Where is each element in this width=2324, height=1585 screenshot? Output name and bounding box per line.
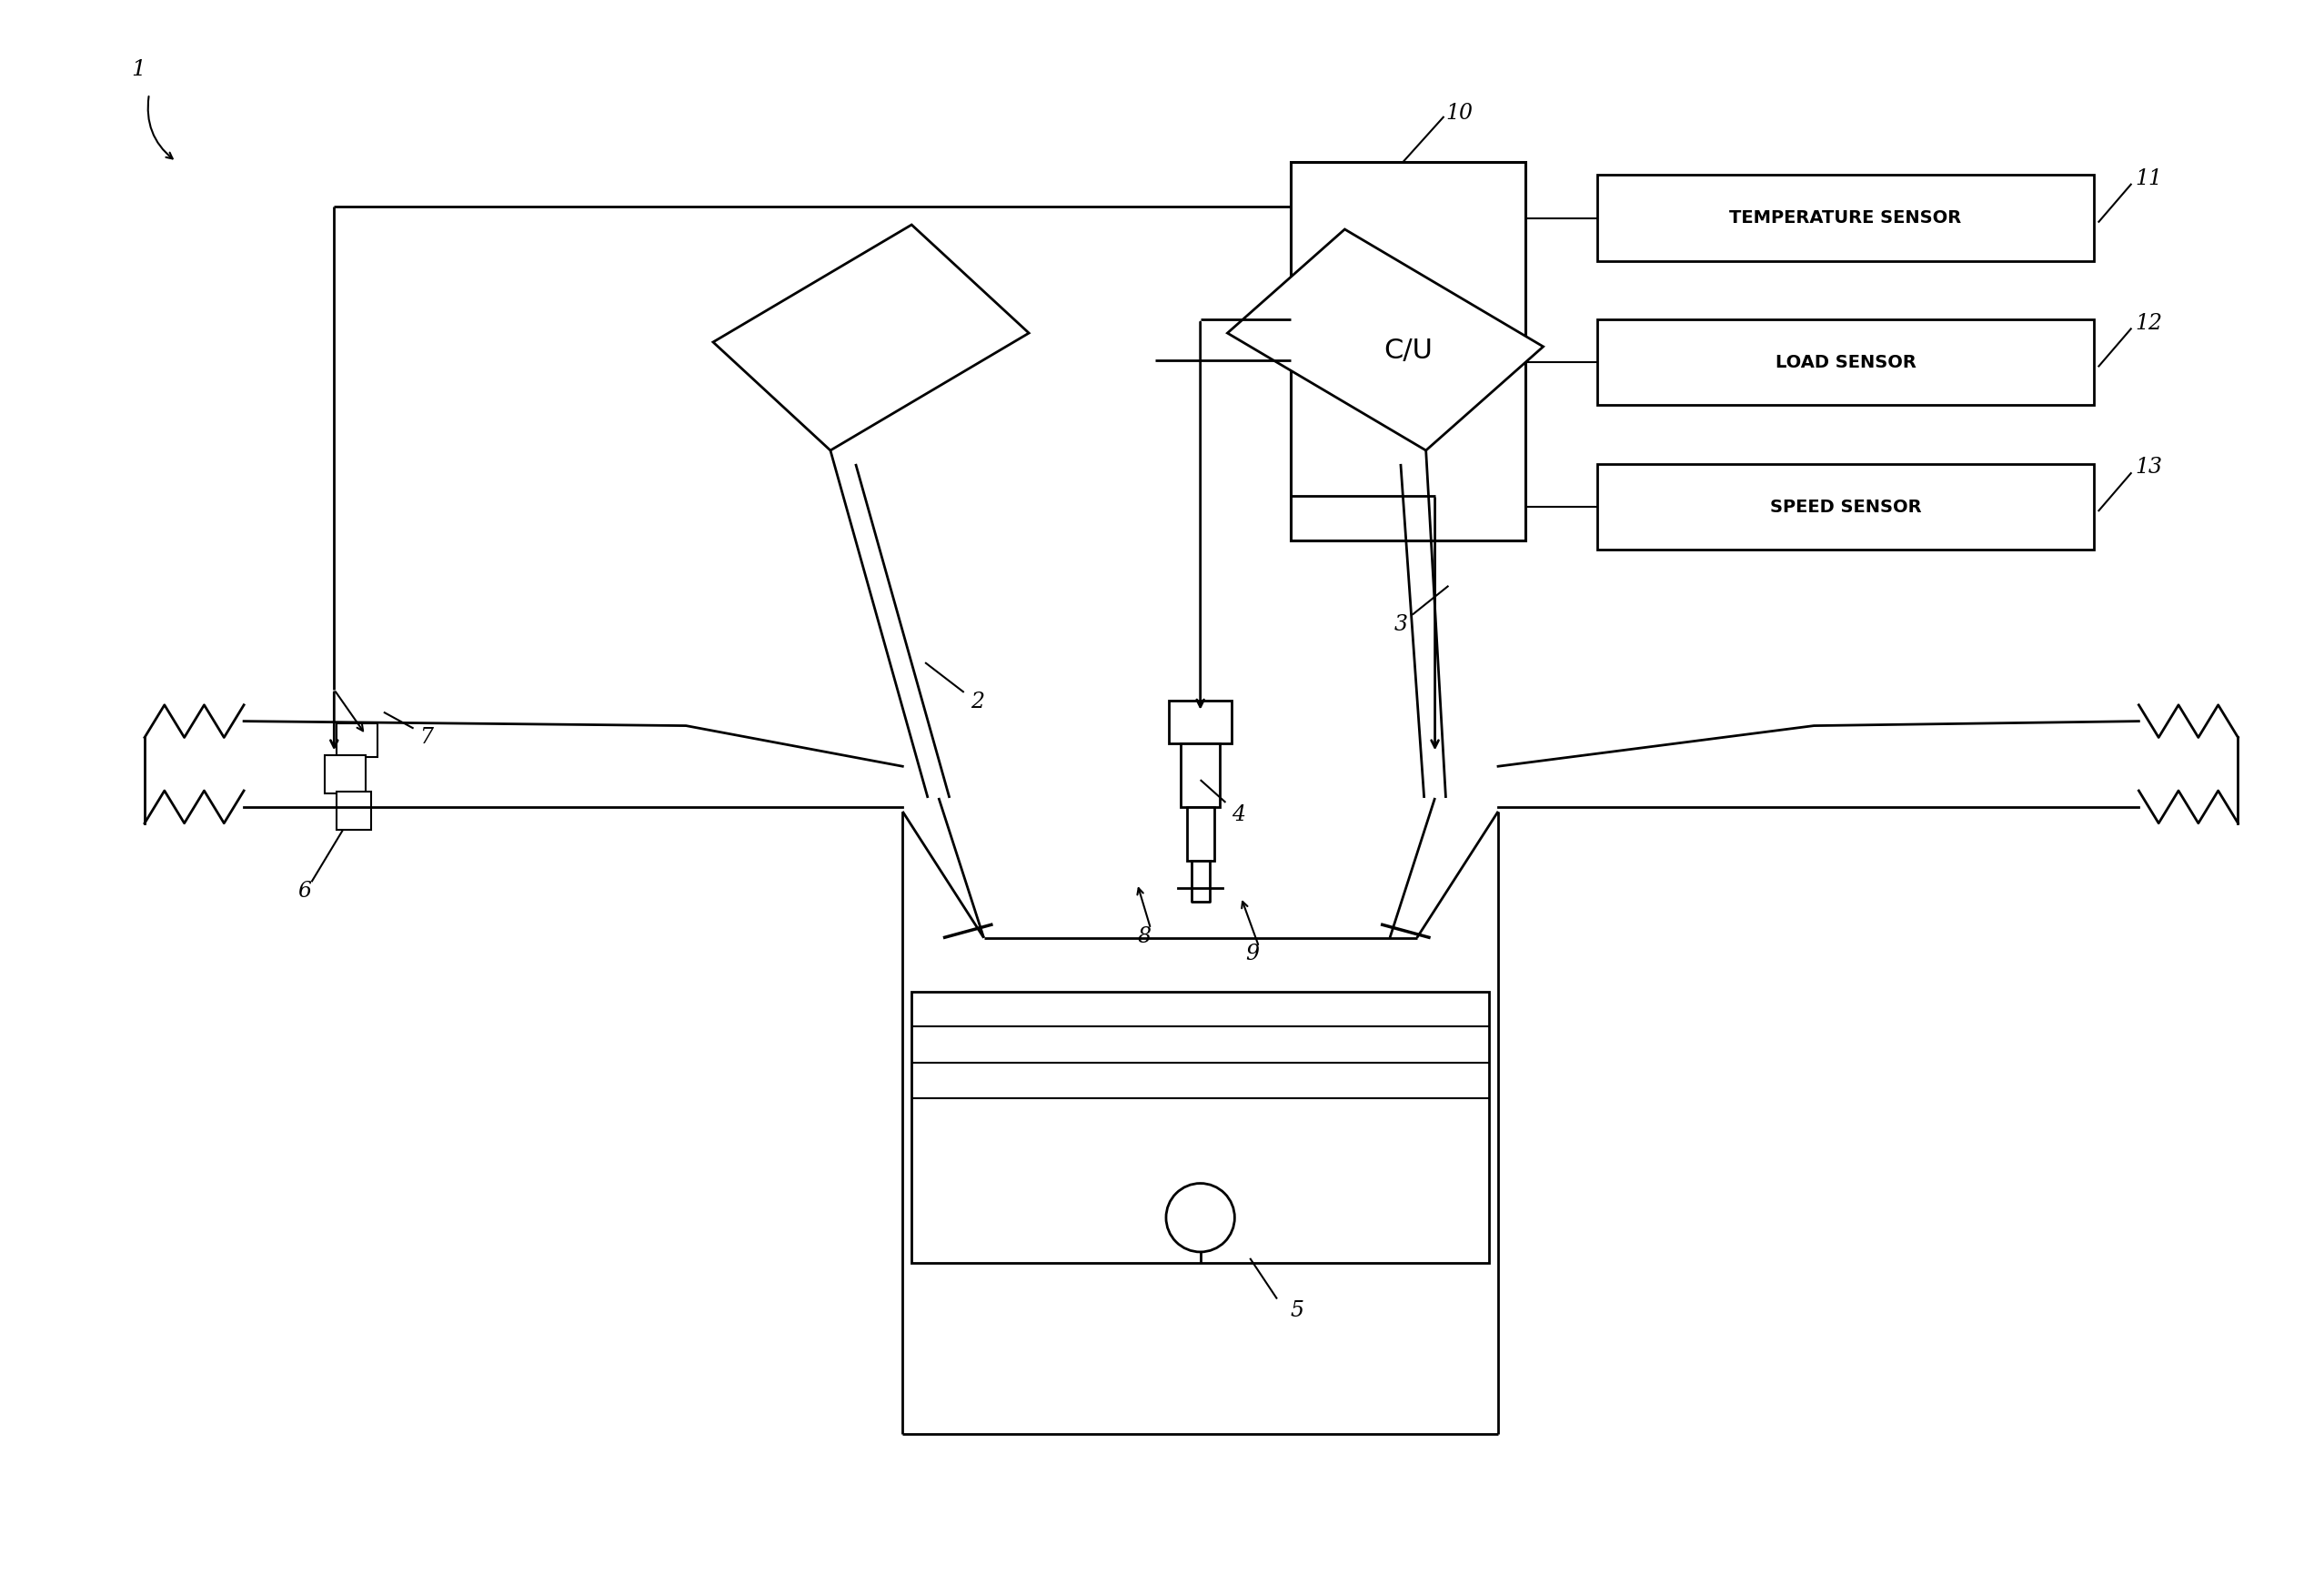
Text: 13: 13 (2136, 456, 2161, 479)
Text: 11: 11 (2136, 168, 2161, 189)
Bar (337, 723, 376, 758)
Text: 3: 3 (1394, 615, 1408, 636)
Text: 9: 9 (1246, 945, 1260, 965)
Bar (1188, 807, 1213, 861)
Text: 8: 8 (1136, 926, 1150, 946)
Text: 12: 12 (2136, 312, 2161, 333)
Bar (1192, 861, 1208, 888)
Bar (325, 756, 365, 794)
Text: 1: 1 (130, 59, 146, 81)
Bar (911, 992, 1490, 1263)
Text: 2: 2 (969, 691, 983, 712)
Text: 5: 5 (1290, 1301, 1304, 1322)
Text: SPEED SENSOR: SPEED SENSOR (1771, 498, 1922, 515)
Text: 6: 6 (297, 881, 311, 902)
Bar (1597, 174, 2094, 262)
Bar (337, 791, 372, 829)
Bar (1597, 464, 2094, 550)
Text: C/U: C/U (1383, 338, 1432, 365)
Bar (1290, 162, 1525, 540)
Polygon shape (1227, 230, 1543, 450)
Bar (1169, 701, 1232, 743)
Bar (1181, 743, 1220, 807)
Bar (1597, 320, 2094, 406)
Text: TEMPERATURE SENSOR: TEMPERATURE SENSOR (1729, 209, 1961, 227)
Polygon shape (713, 225, 1030, 450)
Text: 4: 4 (1232, 804, 1246, 826)
Text: LOAD SENSOR: LOAD SENSOR (1776, 353, 1915, 371)
Text: 10: 10 (1446, 103, 1473, 124)
Text: 7: 7 (421, 728, 435, 748)
